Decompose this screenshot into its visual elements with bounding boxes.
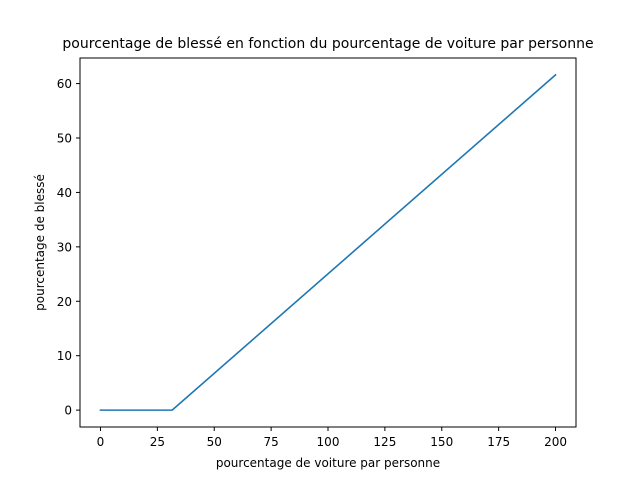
y-tick-label: 0 <box>64 404 72 418</box>
axes-frame <box>79 57 577 428</box>
series-line-0 <box>99 73 557 411</box>
x-tick-label: 175 <box>487 435 510 449</box>
x-tick-label: 200 <box>544 435 567 449</box>
y-tick-label: 30 <box>57 240 72 254</box>
plot-area <box>99 73 557 411</box>
x-tick-label: 75 <box>263 435 278 449</box>
y-tick-label: 10 <box>57 349 72 363</box>
x-tick-label: 100 <box>317 435 340 449</box>
x-axis-label: pourcentage de voiture par personne <box>216 456 440 470</box>
x-tick-label: 25 <box>150 435 165 449</box>
x-tick-label: 50 <box>207 435 222 449</box>
x-tick-label: 0 <box>97 435 105 449</box>
y-tick-label: 40 <box>57 186 72 200</box>
y-tick-label: 20 <box>57 295 72 309</box>
y-tick-label: 60 <box>57 77 72 91</box>
y-tick-label: 50 <box>57 132 72 146</box>
y-axis-ticks: 0 10 20 30 40 50 60 <box>57 77 80 418</box>
x-tick-label: 150 <box>430 435 453 449</box>
chart-title: pourcentage de blessé en fonction du pou… <box>62 36 593 52</box>
x-tick-label: 125 <box>373 435 396 449</box>
x-axis-ticks: 0 25 50 75 100 125 150 175 200 <box>97 427 567 449</box>
y-axis-label: pourcentage de blessé <box>33 174 47 311</box>
